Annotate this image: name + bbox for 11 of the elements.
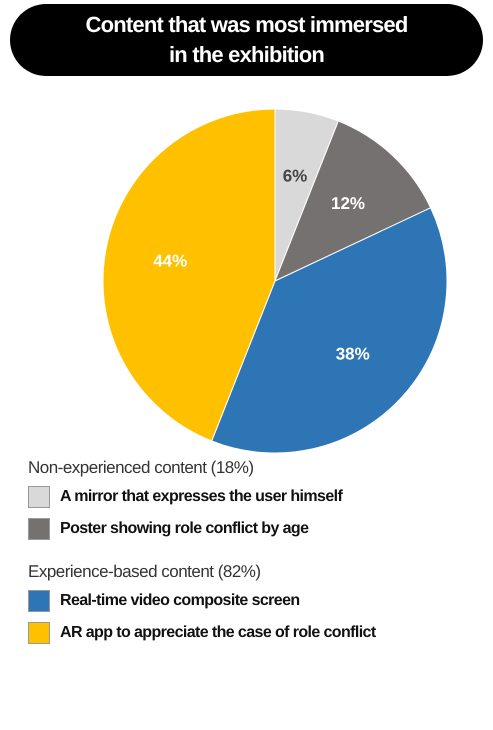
chart-title: Content that was most immersed in the exhibition (10, 4, 483, 76)
data-label: 6% (282, 166, 308, 186)
text: Non-experienced content (18%) (28, 458, 255, 478)
data-label: 12% (330, 194, 366, 213)
legend-label: Real-time video composite screen (60, 592, 300, 610)
data-label: 44% (153, 252, 188, 271)
legend-label: A mirror that expresses the user himself (60, 488, 342, 506)
legend-label: AR app to appreciate the case of role conflict (60, 624, 376, 642)
legend-label: Poster showing role conflict by age (60, 520, 308, 538)
data-label: 38% (336, 344, 370, 364)
text: Experience-based content (82%) (28, 562, 262, 582)
